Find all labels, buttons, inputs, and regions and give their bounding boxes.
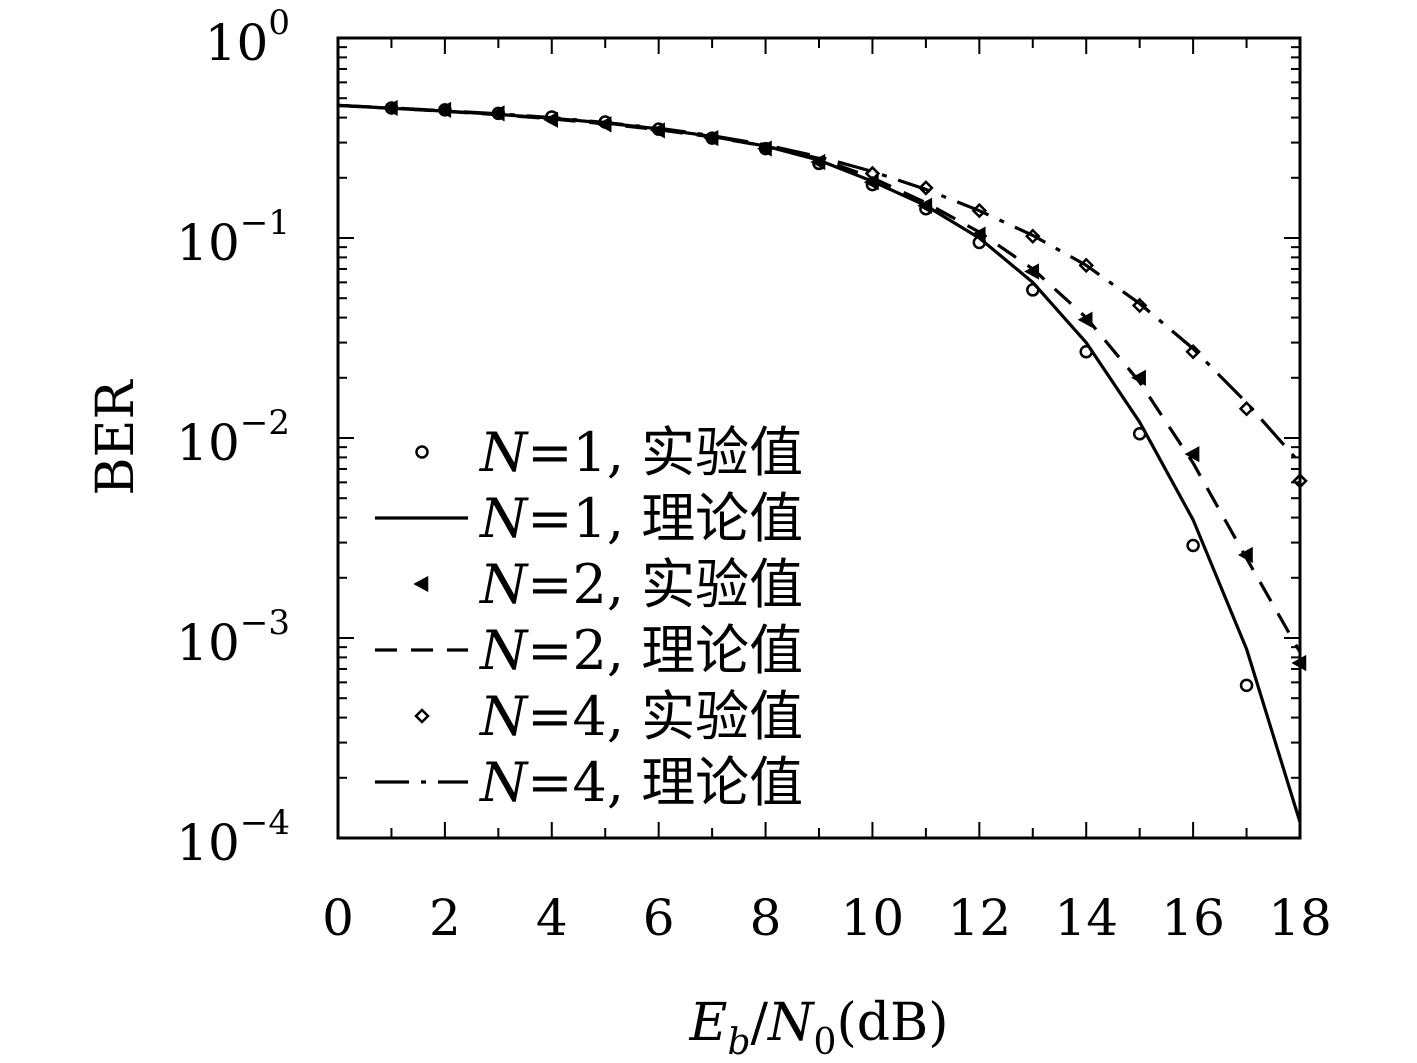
legend-item: N=4, 理论值 xyxy=(375,751,803,814)
legend-item: N=2, 实验值 xyxy=(413,553,803,616)
data-point xyxy=(1185,343,1201,360)
legend-item: N=1, 实验值 xyxy=(415,421,803,484)
y-tick-base: 10 xyxy=(176,214,240,272)
legend-item: N=4, 实验值 xyxy=(414,685,803,748)
legend-label: N=1, 实验值 xyxy=(478,421,803,484)
legend-item: N=2, 理论值 xyxy=(375,619,803,682)
y-tick-label: 10−3 xyxy=(176,603,290,672)
x-label-n-sub: 0 xyxy=(814,1022,837,1063)
axis-ticks xyxy=(337,37,1301,839)
legend-marker-sample xyxy=(415,445,429,459)
x-label-slash: / xyxy=(751,993,769,1053)
series-5 xyxy=(337,103,1302,465)
series-line xyxy=(337,103,1302,465)
legend-marker-sample xyxy=(414,708,430,724)
x-tick-label: 18 xyxy=(1268,889,1332,947)
y-tick-base: 10 xyxy=(176,414,240,472)
data-point xyxy=(1131,297,1148,314)
y-tick-label: 100 xyxy=(205,3,290,72)
x-tick-labels: 0 2 4 6 8 10 12 14 16 18 xyxy=(322,889,1332,947)
y-tick-base: 10 xyxy=(205,14,269,72)
data-point xyxy=(917,197,933,214)
x-axis-label: Eb/N0(dB) xyxy=(688,993,948,1063)
y-axis-label: BER xyxy=(86,378,146,495)
legend-label: N=4, 理论值 xyxy=(478,751,803,814)
x-tick-label: 12 xyxy=(948,889,1012,947)
y-tick-exponent: −1 xyxy=(240,203,290,243)
x-tick-label: 0 xyxy=(322,889,354,947)
x-tick-label: 4 xyxy=(536,889,568,947)
y-tick-exponent: 0 xyxy=(268,3,290,43)
y-tick-base: 10 xyxy=(176,614,240,672)
legend-marker-sample xyxy=(413,575,429,593)
x-tick-label: 2 xyxy=(429,889,461,947)
data-point xyxy=(918,180,934,196)
x-tick-label: 10 xyxy=(841,889,905,947)
x-tick-label: 6 xyxy=(643,889,675,947)
data-point xyxy=(1239,678,1254,693)
x-label-n: N xyxy=(766,993,815,1053)
x-label-e: E xyxy=(688,993,727,1053)
legend-label: N=4, 实验值 xyxy=(478,685,803,748)
x-label-e-sub: b xyxy=(727,1022,750,1063)
y-tick-base: 10 xyxy=(176,814,240,872)
y-tick-label: 10−2 xyxy=(176,403,290,472)
series-3 xyxy=(337,103,1302,653)
x-tick-label: 8 xyxy=(750,889,782,947)
data-point xyxy=(1186,538,1200,553)
x-label-unit: (dB) xyxy=(836,993,948,1053)
x-tick-label: 14 xyxy=(1054,889,1118,947)
legend-label: N=2, 理论值 xyxy=(478,619,803,682)
y-tick-exponent: −2 xyxy=(240,403,290,443)
series-4 xyxy=(864,165,1308,489)
legend-item: N=1, 理论值 xyxy=(375,487,803,550)
series-line xyxy=(337,103,1302,653)
data-point xyxy=(1184,446,1200,463)
legend-label: N=2, 实验值 xyxy=(478,553,803,616)
legend-label: N=1, 理论值 xyxy=(478,487,803,550)
y-tick-exponent: −3 xyxy=(240,603,290,643)
y-tick-exponent: −4 xyxy=(240,803,290,843)
y-tick-label: 10−1 xyxy=(176,203,290,272)
plot-content xyxy=(337,99,1308,823)
y-tick-label: 10−4 xyxy=(176,803,290,872)
x-tick-label: 16 xyxy=(1161,889,1225,947)
